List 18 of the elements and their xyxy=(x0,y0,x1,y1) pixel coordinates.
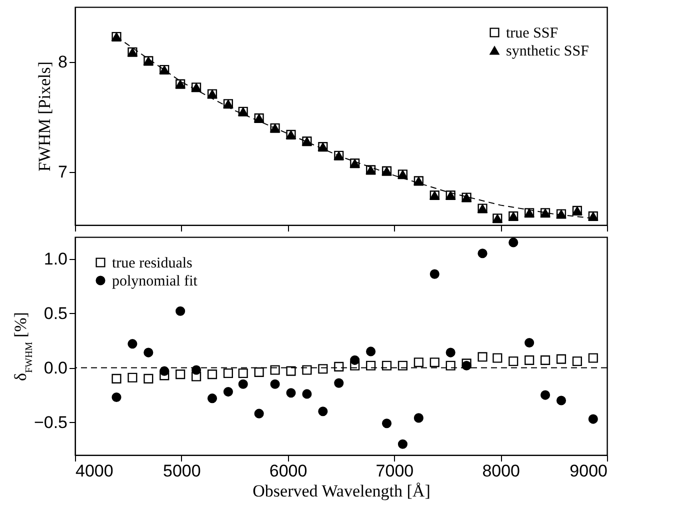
x-tick-label: 4000 xyxy=(76,462,114,480)
y-tick-label: 7 xyxy=(58,162,68,182)
x-axis-title: Observed Wavelength [Å] xyxy=(252,482,430,500)
y-tick-label: 0.5 xyxy=(44,304,68,323)
y-axis-title: FWHM [Pixels] xyxy=(35,61,54,172)
x-tick-label: 5000 xyxy=(162,462,201,480)
y-tick-label: −0.5 xyxy=(34,412,68,432)
y-tick-label: 8 xyxy=(58,52,68,72)
x-tick-label: 7000 xyxy=(376,462,414,480)
x-tick-label: 6000 xyxy=(269,462,308,480)
y-tick-label: 1.0 xyxy=(44,249,68,268)
legend-label: true SSF xyxy=(506,26,558,42)
legend-label: true residuals xyxy=(112,256,193,272)
y-tick-label: 0.0 xyxy=(44,358,68,378)
x-tick-label: 9000 xyxy=(570,462,608,480)
legend-label: polynomial fit xyxy=(112,274,198,290)
x-tick-label: 8000 xyxy=(482,462,520,480)
legend-label: synthetic SSF xyxy=(506,44,589,60)
